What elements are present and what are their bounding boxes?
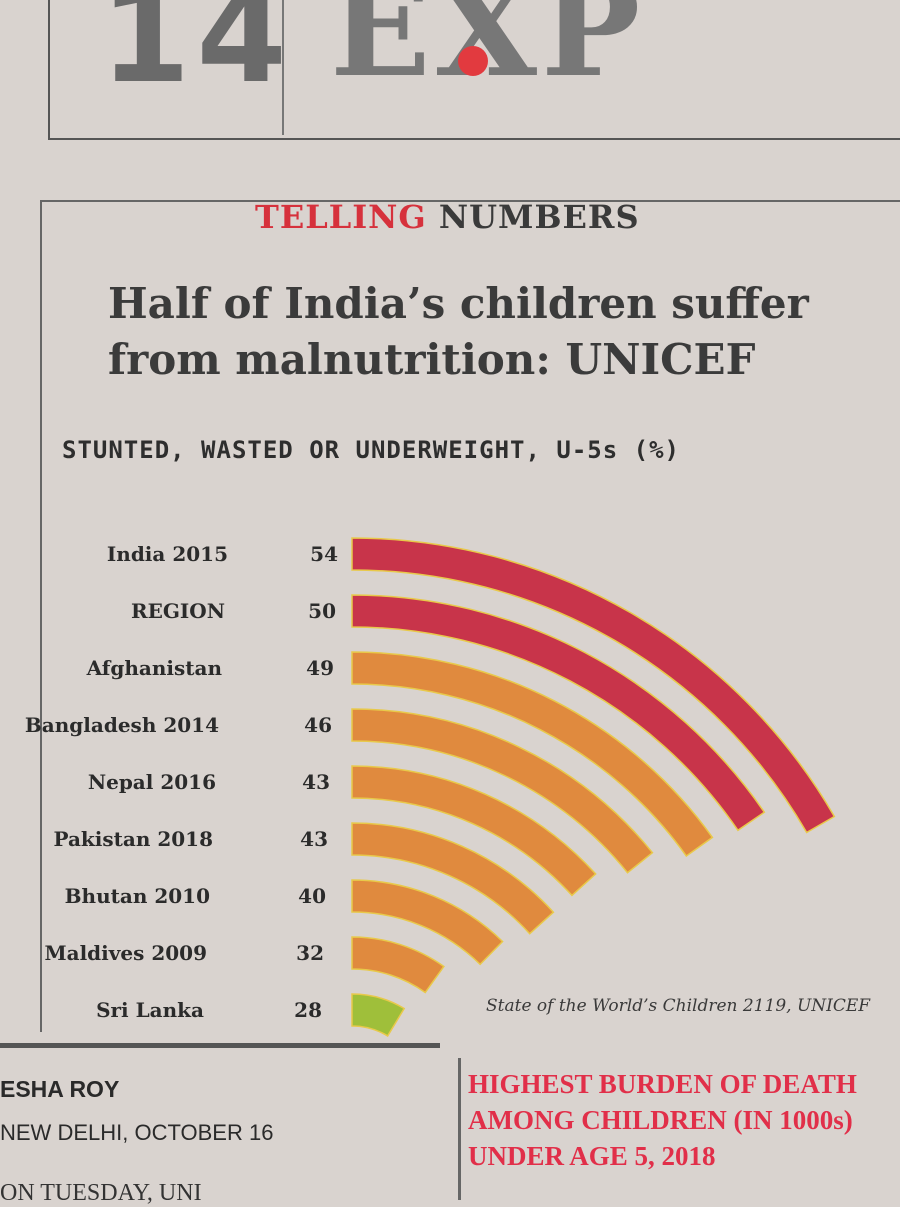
dateline: NEW DELHI, OCTOBER 16 (0, 1120, 274, 1145)
category-label: Bhutan 2010 (65, 884, 210, 908)
value-label: 54 (310, 542, 338, 566)
category-label: Nepal 2016 (88, 770, 216, 794)
section-logo-dot (458, 46, 488, 76)
chart-bar (351, 708, 654, 874)
article-body-start: ON TUESDAY, UNI (0, 1180, 202, 1206)
value-label: 43 (300, 827, 328, 851)
masthead-divider (282, 0, 284, 135)
next-story-title: HIGHEST BURDEN OF DEATH AMONG CHILDREN (… (468, 1069, 857, 1171)
category-label: REGION (131, 599, 225, 623)
category-label: Maldives 2009 (44, 941, 207, 965)
chart-bar (351, 936, 445, 994)
next-story-rule (458, 1058, 461, 1200)
headline: Half of India’s children suffer from mal… (108, 279, 809, 384)
category-label: Afghanistan (86, 656, 223, 680)
masthead: 14 EXP (0, 0, 900, 150)
chart-bar (351, 594, 766, 832)
masthead-border (48, 0, 900, 140)
chart-labels: India 2015 54 REGION 50 Afghanistan 49 Banglad… (25, 542, 338, 1022)
kicker: TELLING NUMBERS (255, 198, 640, 236)
value-label: 49 (306, 656, 334, 680)
chart-bar (351, 879, 504, 966)
page-number: 14 (100, 0, 293, 112)
category-label: Pakistan 2018 (53, 827, 213, 851)
kicker-red: TELLING (255, 198, 427, 236)
value-label: 43 (302, 770, 330, 794)
chart-bar (351, 537, 836, 834)
chart-source: State of the World’s Children 2119, UNIC… (486, 996, 871, 1016)
value-label: 40 (298, 884, 326, 908)
chart-bar (351, 765, 597, 897)
kicker-dark: NUMBERS (438, 198, 640, 236)
value-label: 50 (308, 599, 336, 623)
category-label: Sri Lanka (96, 998, 204, 1022)
value-label: 28 (294, 998, 322, 1022)
chart-bar (351, 993, 406, 1037)
chart-subtitle: STUNTED, WASTED OR UNDERWEIGHT, U-5s (%) (62, 436, 680, 464)
chart-bar (351, 822, 555, 935)
category-label: India 2015 (107, 542, 228, 566)
chart-bars (351, 537, 836, 1037)
category-label: Bangladesh 2014 (25, 713, 219, 737)
chart-bar (351, 651, 714, 858)
byline: ESHA ROY (0, 1076, 120, 1102)
section-rule (0, 1043, 440, 1048)
chart-panel-border (40, 200, 900, 1032)
value-label: 46 (304, 713, 332, 737)
value-label: 32 (296, 941, 324, 965)
